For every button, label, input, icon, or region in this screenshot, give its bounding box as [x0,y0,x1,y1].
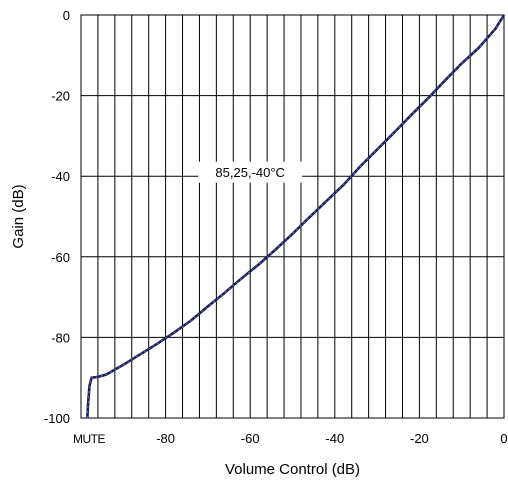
annotation-box [198,161,303,183]
plot-frame [80,14,505,419]
y-tick-label: 0 [63,8,70,23]
y-tick-label: -80 [51,330,70,345]
y-tick-labels: 0 -20 -40 -60 -80 -100 [44,8,70,426]
x-tick-label-mute: MUTE [73,432,105,446]
x-tick-label: -20 [410,431,429,446]
x-axis-title: Volume Control (dB) [225,461,360,478]
y-tick-label: -20 [51,89,70,104]
x-tick-label: 0 [500,431,507,446]
x-tick-label: -80 [156,431,175,446]
annotation-label: 85,25,-40°C [215,165,285,180]
y-tick-label: -100 [44,411,70,426]
grid [81,15,504,418]
x-tick-label: -60 [241,431,260,446]
series-layer [86,14,506,419]
series-line-highlight [87,14,505,419]
annotation-layer: 85,25,-40°C [198,161,303,183]
x-tick-label: -40 [325,431,344,446]
y-tick-label: -40 [51,169,70,184]
y-axis-title: Gain (dB) [10,184,27,248]
x-tick-labels: MUTE -80 -60 -40 -20 0 [73,431,508,446]
y-tick-label: -60 [51,250,70,265]
